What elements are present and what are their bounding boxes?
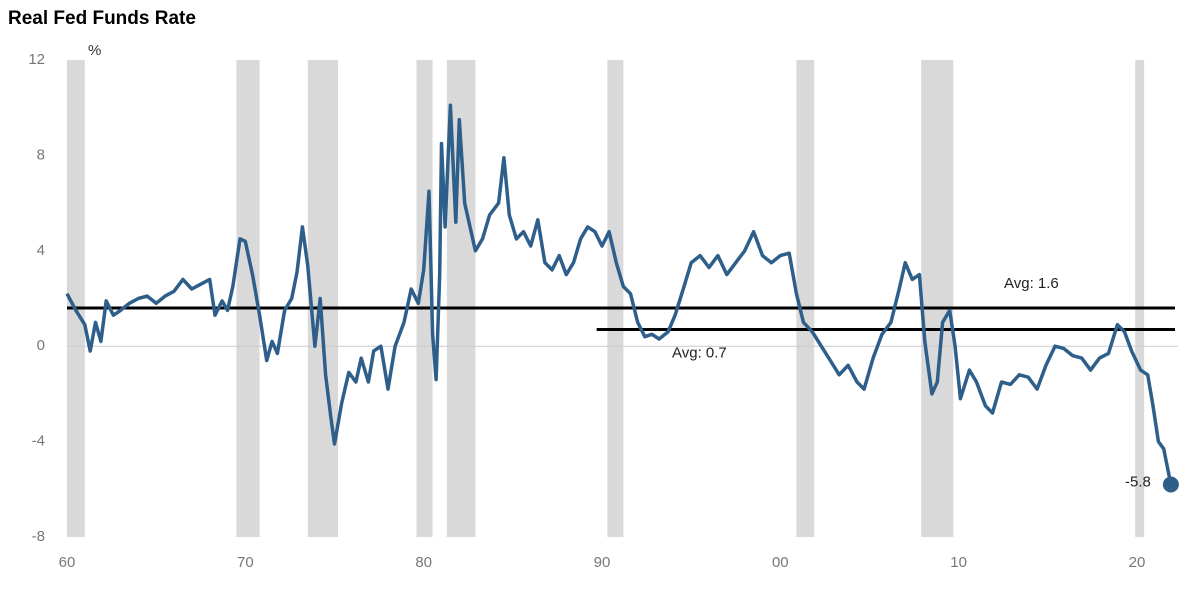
data-line — [65, 103, 1173, 485]
recession-band — [307, 60, 339, 537]
recession-band — [1135, 60, 1145, 537]
y-tick-label: -8 — [32, 528, 45, 545]
x-tick-label: 20 — [1129, 554, 1146, 571]
y-tick-label: 12 — [28, 51, 45, 68]
y-tick-label: 4 — [37, 242, 45, 259]
x-tick-label: 90 — [594, 554, 611, 571]
y-tick-label: 0 — [37, 337, 45, 354]
y-tick-label: 8 — [37, 146, 45, 163]
average-label: Avg: 0.7 — [672, 344, 727, 361]
recession-band — [607, 60, 624, 537]
chart-title: Real Fed Funds Rate — [8, 8, 196, 29]
average-label: Avg: 1.6 — [1004, 275, 1059, 292]
x-tick-label: 80 — [415, 554, 432, 571]
recession-band — [796, 60, 815, 537]
y-unit: % — [88, 42, 101, 59]
recession-band — [921, 60, 954, 537]
end-label: -5.8 — [1125, 473, 1151, 490]
end-point — [1162, 476, 1179, 493]
recession-band — [67, 60, 85, 537]
y-tick-label: -4 — [32, 433, 45, 450]
x-tick-label: 70 — [237, 554, 254, 571]
x-tick-label: 10 — [950, 554, 967, 571]
recession-band — [236, 60, 260, 537]
recession-band — [416, 60, 433, 537]
x-tick-label: 60 — [59, 554, 76, 571]
x-tick-label: 00 — [772, 554, 789, 571]
